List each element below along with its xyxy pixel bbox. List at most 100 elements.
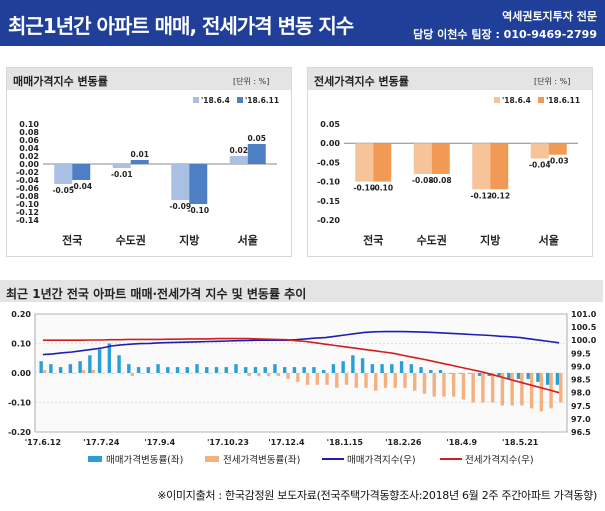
trend-lease-change-bar bbox=[208, 373, 212, 374]
trend-sale-change-bar bbox=[429, 370, 433, 373]
lease-bar bbox=[413, 143, 432, 174]
trend-x-tick-label: '17.12.4 bbox=[268, 438, 305, 447]
lease-change-unit: [단위 : %] bbox=[534, 77, 571, 86]
sale-ytick-label: 0.00 bbox=[19, 160, 39, 169]
sale-legend-swatch bbox=[193, 97, 199, 103]
trend-lease-change-bar bbox=[335, 373, 339, 388]
trend-right-tick-label: 97.0 bbox=[571, 415, 591, 424]
trend-left-tick-label: -0.20 bbox=[8, 428, 31, 437]
trend-lease-change-bar bbox=[198, 373, 203, 374]
trend-sale-change-bar bbox=[302, 367, 306, 373]
trend-lease-change-bar bbox=[471, 373, 475, 403]
lease-category-label: 수도권 bbox=[417, 234, 447, 247]
trend-sale-change-bar bbox=[458, 373, 462, 374]
lease-data-label: -0.10 bbox=[353, 184, 375, 193]
trend-sale-change-bar bbox=[282, 367, 287, 373]
trend-lease-change-bar bbox=[42, 370, 47, 373]
sale-category-label: 서울 bbox=[238, 233, 258, 247]
sale-legend-label: '18.6.4 bbox=[201, 96, 230, 105]
lease-bar bbox=[548, 143, 567, 155]
trend-sale-change-bar bbox=[321, 370, 326, 373]
lease-category-label: 지방 bbox=[480, 233, 500, 247]
trend-right-tick-label: 100.0 bbox=[571, 336, 597, 345]
sale-ytick-label: -0.12 bbox=[16, 208, 39, 217]
trend-x-tick-label: '18.1.15 bbox=[327, 438, 364, 447]
trend-lease-change-bar bbox=[403, 373, 407, 388]
trend-lease-change-bar bbox=[218, 373, 222, 374]
trend-lease-change-bar bbox=[237, 373, 242, 374]
trend-sale-change-bar bbox=[39, 361, 43, 373]
trend-sale-change-bar bbox=[545, 373, 550, 385]
trend-sale-change-bar bbox=[224, 367, 228, 373]
trend-sale-change-bar bbox=[117, 355, 121, 373]
trend-lease-change-bar bbox=[315, 373, 320, 385]
sale-category-label: 수도권 bbox=[116, 234, 146, 247]
trend-right-tick-label: 98.5 bbox=[571, 376, 591, 385]
sale-ytick-label: -0.02 bbox=[16, 168, 39, 177]
sale-bar bbox=[189, 164, 208, 204]
trend-lease-change-bar bbox=[276, 373, 281, 376]
trend-legend-label: 전세가격지수(우) bbox=[465, 454, 534, 466]
sale-data-label: 0.05 bbox=[247, 134, 266, 143]
lease-bar bbox=[431, 143, 450, 174]
trend-right-tick-label: 100.5 bbox=[571, 323, 597, 332]
lease-ytick-label: -0.15 bbox=[317, 197, 340, 206]
trend-x-tick-label: '17.10.23 bbox=[207, 438, 249, 447]
page-title: 최근1년간 아파트 매매, 전세가격 변동 지수 bbox=[8, 14, 354, 38]
trend-legend-label: 매매가격변동률(좌) bbox=[106, 454, 183, 466]
sale-bar bbox=[247, 144, 266, 164]
trend-sale-change-bar bbox=[58, 367, 63, 373]
trend-lease-change-bar bbox=[247, 373, 251, 376]
sale-ytick-label: -0.14 bbox=[16, 216, 39, 225]
sale-ytick-label: -0.08 bbox=[16, 192, 39, 201]
lease-bar bbox=[530, 143, 549, 159]
trend-lease-change-bar bbox=[481, 373, 485, 403]
trend-right-tick-label: 101.0 bbox=[571, 310, 597, 319]
trend-lease-change-bar bbox=[52, 373, 57, 374]
sale-change-panel: 매매가격지수 변동률 [단위 : %] 0.10 0.08 0.06 0.04 0.02… bbox=[6, 67, 292, 257]
trend-sale-change-bar bbox=[419, 367, 423, 373]
trend-lease-change-bar bbox=[179, 373, 183, 374]
trend-sale-change-bar bbox=[555, 373, 560, 385]
lease-bar bbox=[355, 143, 374, 182]
trend-lease-change-bar bbox=[286, 373, 290, 379]
sale-category-label: 전국 bbox=[62, 233, 82, 247]
trend-sale-change-bar bbox=[380, 364, 384, 373]
trend-lease-change-bar bbox=[81, 370, 86, 373]
lease-ytick-label: 0.00 bbox=[320, 139, 340, 148]
trend-lease-change-bar bbox=[130, 373, 134, 376]
sale-data-label: -0.04 bbox=[70, 182, 92, 191]
trend-sale-change-bar bbox=[438, 370, 443, 373]
sale-bar bbox=[130, 160, 149, 164]
trend-sale-change-bar bbox=[351, 355, 355, 373]
trend-sale-change-bar bbox=[263, 367, 267, 373]
trend-sale-change-bar bbox=[536, 373, 540, 382]
trend-lease-change-bar bbox=[490, 373, 495, 403]
trend-sale-change-bar bbox=[156, 364, 160, 373]
trend-lease-change-bar bbox=[442, 373, 446, 397]
sale-change-chart: 0.100.080.060.040.020.00-0.02-0.04-0.06-… bbox=[16, 96, 279, 247]
sale-bar bbox=[54, 164, 73, 184]
lease-legend-swatch bbox=[494, 97, 500, 103]
trend-x-tick-label: '18.4.9 bbox=[446, 438, 477, 447]
lease-ytick-label: -0.20 bbox=[317, 216, 340, 225]
trend-sale-change-bar bbox=[195, 364, 199, 373]
trend-lease-change-bar bbox=[325, 373, 329, 385]
trend-title: 최근 1년간 전국 아파트 매매·전세가격 지수 및 변동률 추이 bbox=[6, 287, 307, 301]
trend-left-tick-label: 0.00 bbox=[11, 369, 31, 378]
lease-data-label: -0.04 bbox=[529, 161, 551, 170]
sale-data-label: -0.09 bbox=[169, 202, 191, 211]
sale-change-title-bar bbox=[7, 68, 291, 90]
lease-legend-label: '18.6.4 bbox=[502, 96, 531, 105]
trend-right-tick-label: 98.0 bbox=[571, 389, 591, 398]
trend-sale-change-bar bbox=[244, 367, 248, 373]
trend-sale-change-bar bbox=[136, 367, 141, 373]
trend-lease-change-bar bbox=[451, 373, 456, 397]
trend-lease-change-bar bbox=[364, 373, 368, 388]
trend-sale-change-bar bbox=[253, 367, 258, 373]
lease-category-label: 서울 bbox=[539, 233, 559, 247]
trend-sale-change-bar bbox=[273, 364, 277, 373]
trend-lease-change-bar bbox=[354, 373, 358, 388]
trend-lease-change-bar bbox=[383, 373, 388, 388]
trend-sale-change-bar bbox=[88, 355, 92, 373]
